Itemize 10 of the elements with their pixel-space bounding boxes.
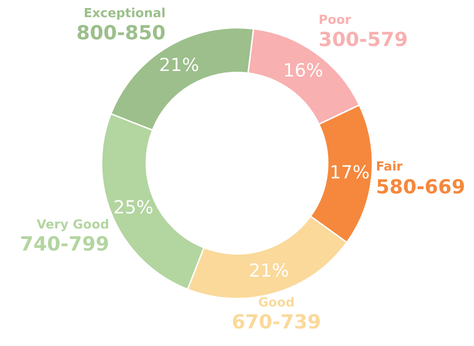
slice-label: Poor 300-579	[320, 14, 407, 46]
data-label: 25%	[114, 200, 152, 214]
data-label: 17%	[332, 165, 369, 179]
data-label: 21%	[160, 58, 198, 72]
data-label: 21%	[250, 263, 288, 277]
data-label: 16%	[285, 63, 322, 77]
slice-label: Good 670-739	[232, 296, 320, 329]
slice-label: Very Good 740-799	[21, 219, 108, 251]
slice-label: Fair 580-669	[377, 160, 464, 194]
slice-label: Exceptional 800-850	[78, 8, 165, 40]
